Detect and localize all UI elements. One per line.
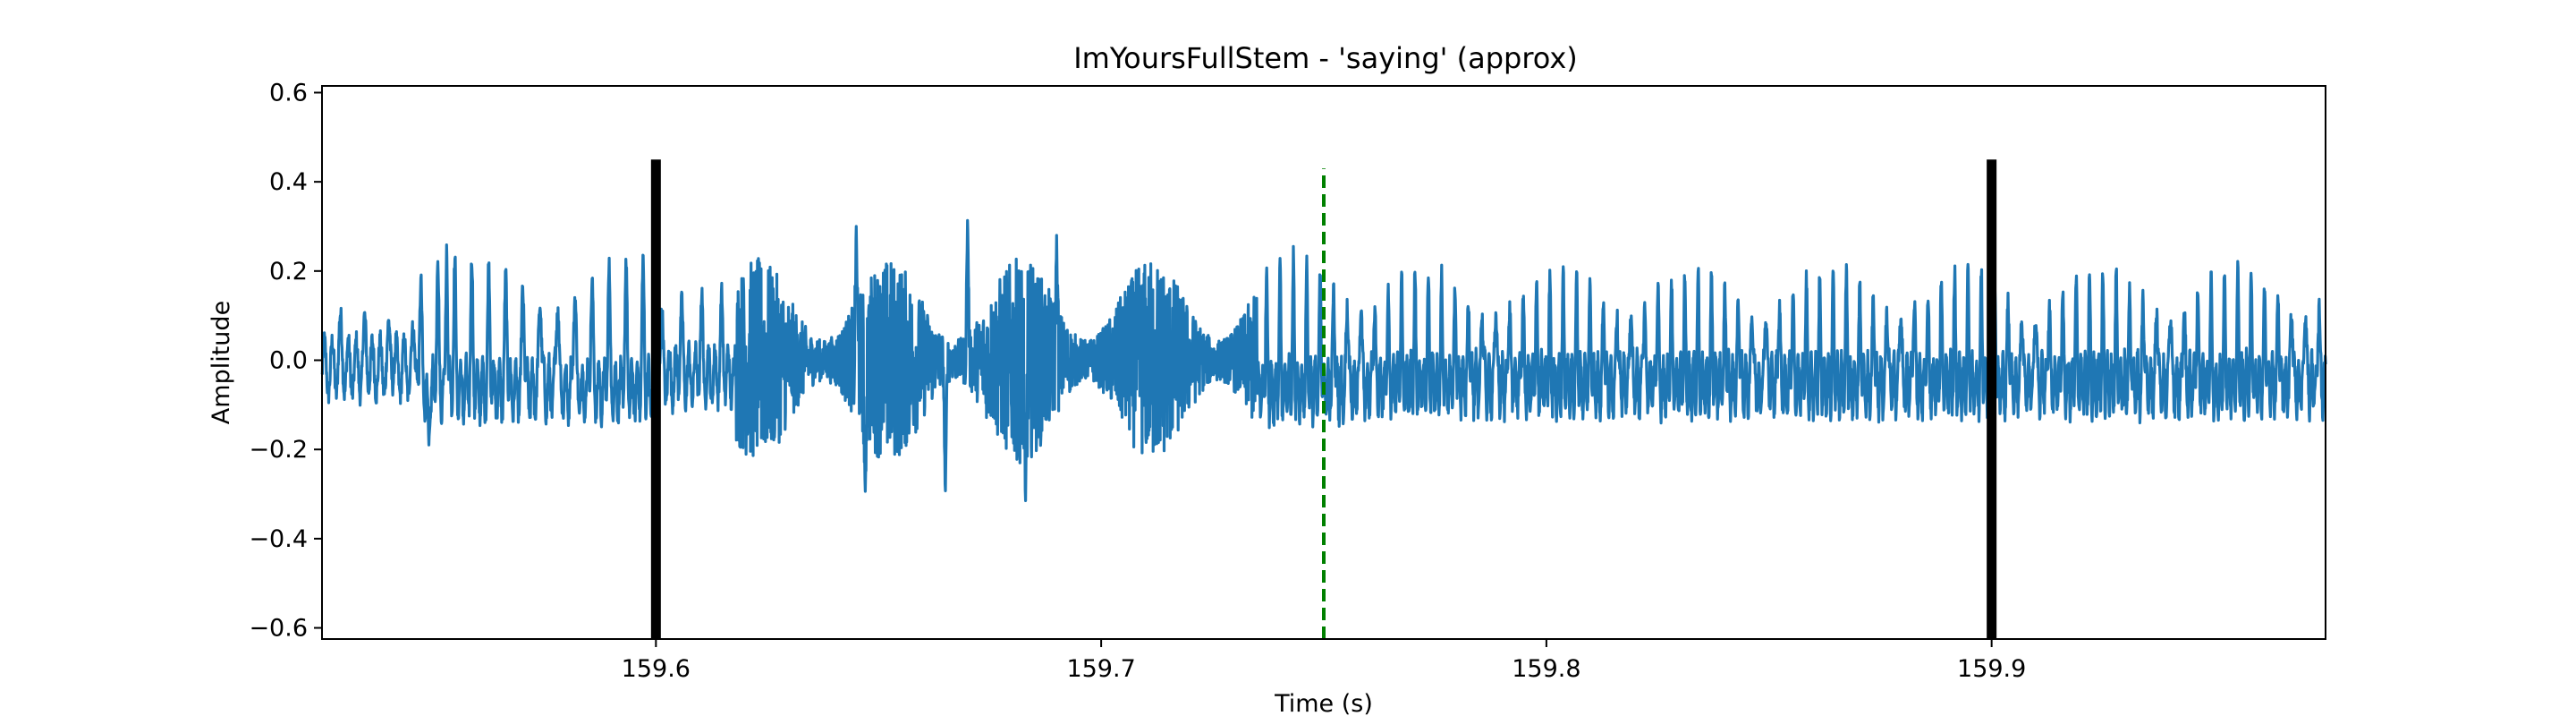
y-tick-label: 0.2: [269, 258, 308, 286]
plot-frame: [321, 85, 2326, 640]
x-axis-ticks: 159.6 159.7 159.8 159.9: [622, 639, 2026, 683]
y-tick-label: 0.6: [269, 79, 308, 107]
x-tick-label: 159.9: [1957, 655, 2026, 683]
plot-area: [320, 85, 2327, 640]
marker-lines: [650, 159, 1997, 639]
y-axis-ticks: −0.6 −0.4 −0.2 0.0 0.2 0.4 0.6: [249, 79, 322, 643]
y-tick-label: −0.4: [249, 525, 308, 553]
x-tick-label: 159.7: [1066, 655, 1135, 683]
chart-title: ImYoursFullStem - 'saying' (approx): [1073, 41, 1578, 75]
y-tick-label: 0.4: [269, 168, 308, 196]
x-tick-label: 159.8: [1512, 655, 1580, 683]
x-axis-label: Time (s): [1274, 690, 1373, 716]
y-tick-label: −0.2: [249, 436, 308, 464]
x-tick-label: 159.6: [622, 655, 691, 683]
y-axis-label: Amplitude: [208, 301, 235, 424]
y-tick-label: −0.6: [249, 615, 308, 643]
y-tick-label: 0.0: [269, 347, 308, 375]
